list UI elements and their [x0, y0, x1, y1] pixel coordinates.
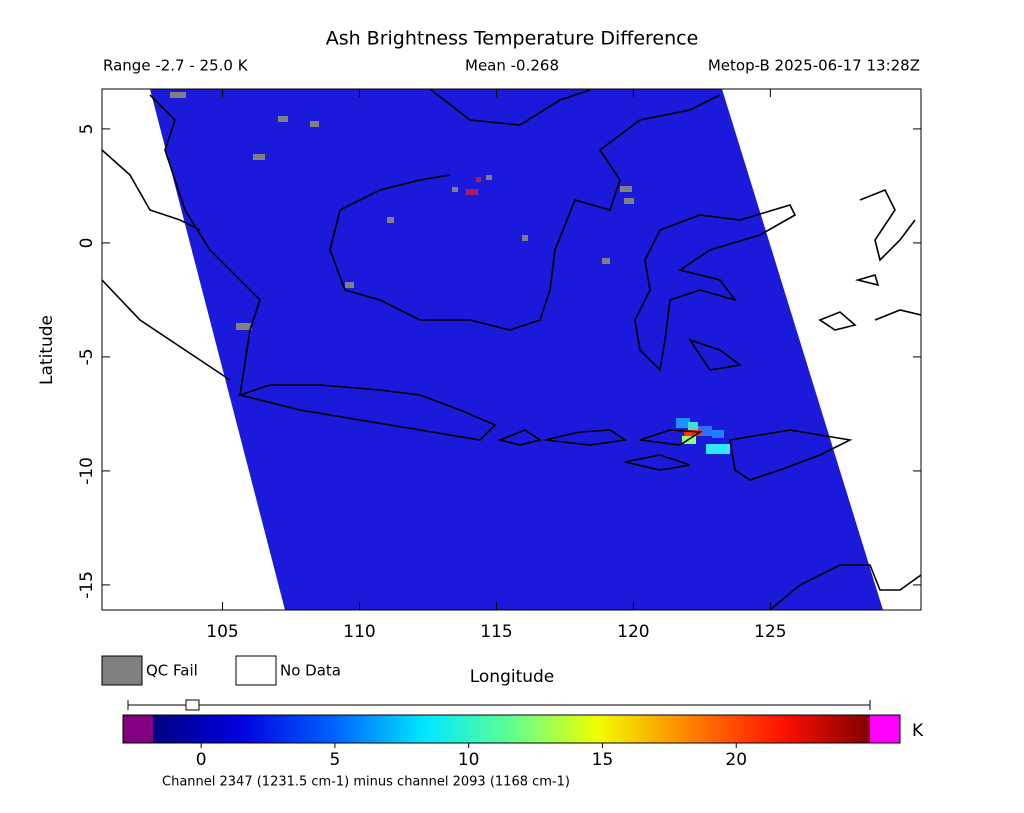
colorbar-over	[870, 715, 900, 743]
colorbar-under	[123, 715, 153, 743]
colorbar-frame	[122, 714, 901, 744]
map-area	[102, 89, 921, 610]
x-tick-label: 110	[343, 622, 375, 642]
x-tick-label: 105	[206, 622, 238, 642]
range-label: Range -2.7 - 25.0 K	[103, 57, 249, 75]
swath	[150, 89, 883, 610]
mean-label: Mean -0.268	[465, 57, 559, 75]
x-tick-label: 125	[754, 622, 786, 642]
y-tick-label: -5	[77, 348, 97, 365]
colorbar-tick-label: 10	[458, 750, 480, 770]
y-tick-label: -15	[77, 571, 97, 599]
qc-fail-pixels	[170, 92, 634, 330]
colorbar-tick-label: 20	[725, 750, 747, 770]
satellite-label: Metop-B 2025-06-17 13:28Z	[708, 57, 920, 75]
no-data-swatch	[235, 655, 277, 686]
y-tick-label: 5	[77, 123, 97, 134]
x-tick-label: 120	[617, 622, 649, 642]
y-axis-label: Latitude	[37, 315, 57, 385]
x-axis-label: Longitude	[470, 667, 555, 687]
plot-frame	[101, 88, 922, 611]
coastlines	[102, 89, 921, 610]
y-tick-label: 0	[77, 237, 97, 248]
qc-fail-swatch	[101, 655, 143, 686]
no-data-label: No Data	[280, 662, 341, 680]
qc-fail-label: QC Fail	[146, 662, 198, 680]
colorbar-unit: K	[912, 721, 924, 741]
colorbar	[153, 715, 870, 743]
colorbar-tick-label: 0	[196, 750, 207, 770]
y-tick-label: -10	[77, 457, 97, 485]
colorbar-tick-label: 5	[330, 750, 341, 770]
x-tick-label: 115	[480, 622, 512, 642]
caption: Channel 2347 (1231.5 cm-1) minus channel…	[162, 775, 570, 790]
range-slider-handle	[185, 699, 200, 711]
title: Ash Brightness Temperature Difference	[326, 28, 699, 50]
colorbar-tick-label: 15	[592, 750, 614, 770]
